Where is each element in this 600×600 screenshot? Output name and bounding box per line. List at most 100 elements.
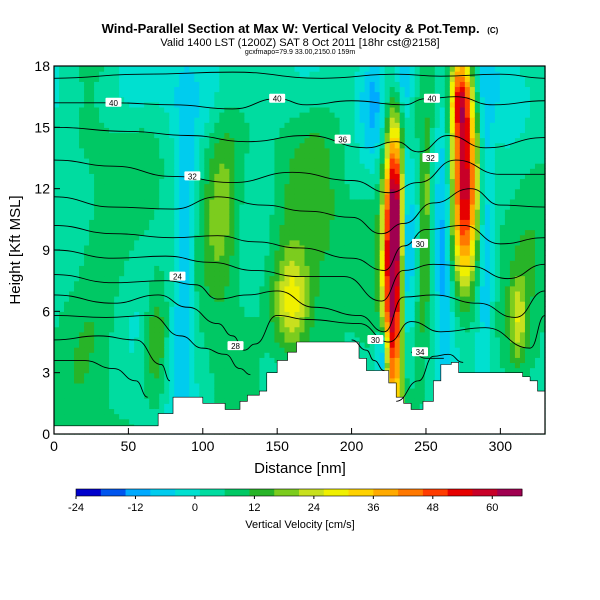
velocity-cell bbox=[304, 71, 311, 77]
velocity-cell bbox=[234, 86, 240, 93]
velocity-cell bbox=[159, 112, 165, 118]
velocity-cell bbox=[94, 301, 100, 307]
velocity-cell bbox=[284, 270, 291, 277]
velocity-cell bbox=[59, 275, 65, 282]
velocity-cell bbox=[174, 326, 180, 333]
velocity-cell bbox=[244, 224, 250, 231]
velocity-cell bbox=[184, 117, 190, 123]
velocity-cell bbox=[294, 336, 301, 343]
velocity-cell bbox=[174, 382, 180, 389]
velocity-cell bbox=[154, 244, 160, 251]
velocity-cell bbox=[74, 214, 80, 220]
velocity-cell bbox=[94, 234, 100, 241]
velocity-cell bbox=[334, 117, 341, 123]
velocity-cell bbox=[329, 178, 336, 185]
velocity-cell bbox=[339, 122, 346, 128]
velocity-cell bbox=[344, 209, 351, 215]
velocity-cell bbox=[159, 66, 165, 72]
velocity-cell bbox=[364, 209, 371, 215]
velocity-cell bbox=[364, 265, 371, 272]
velocity-cell bbox=[384, 173, 391, 180]
velocity-cell bbox=[294, 280, 301, 287]
velocity-cell bbox=[89, 142, 95, 149]
velocity-cell bbox=[269, 173, 276, 180]
velocity-cell bbox=[59, 321, 65, 328]
velocity-cell bbox=[109, 209, 115, 215]
velocity-cell bbox=[144, 413, 150, 420]
velocity-cell bbox=[104, 112, 110, 118]
velocity-cell bbox=[84, 224, 90, 231]
velocity-cell bbox=[69, 362, 75, 369]
velocity-cell bbox=[214, 280, 220, 287]
velocity-cell bbox=[159, 224, 165, 231]
velocity-cell bbox=[199, 260, 205, 266]
velocity-cell bbox=[284, 275, 291, 282]
velocity-cell bbox=[299, 234, 306, 241]
velocity-cell bbox=[359, 122, 366, 128]
velocity-cell bbox=[149, 168, 155, 174]
velocity-cell bbox=[79, 91, 85, 98]
velocity-cell bbox=[244, 244, 250, 251]
velocity-cell bbox=[344, 91, 351, 98]
velocity-cell bbox=[164, 168, 170, 174]
velocity-cell bbox=[384, 357, 391, 364]
velocity-cell bbox=[209, 306, 215, 312]
velocity-cell bbox=[234, 122, 240, 128]
velocity-cell bbox=[199, 106, 205, 113]
velocity-cell bbox=[374, 183, 381, 190]
velocity-cell bbox=[109, 418, 115, 425]
velocity-cell bbox=[119, 214, 125, 220]
velocity-cell bbox=[99, 260, 105, 266]
velocity-cell bbox=[364, 214, 371, 220]
velocity-cell bbox=[194, 331, 200, 338]
velocity-cell bbox=[249, 275, 256, 282]
velocity-cell bbox=[179, 388, 185, 394]
velocity-cell bbox=[224, 377, 230, 384]
velocity-cell bbox=[149, 377, 155, 384]
velocity-cell bbox=[119, 71, 125, 77]
velocity-cell bbox=[149, 96, 155, 103]
velocity-cell bbox=[379, 158, 386, 164]
velocity-cell bbox=[229, 158, 235, 164]
velocity-cell bbox=[319, 224, 326, 231]
velocity-cell bbox=[294, 101, 301, 108]
velocity-cell bbox=[364, 91, 371, 98]
velocity-cell bbox=[129, 280, 135, 287]
velocity-cell bbox=[229, 117, 235, 123]
velocity-cell bbox=[324, 117, 331, 123]
velocity-cell bbox=[189, 357, 195, 364]
velocity-cell bbox=[229, 127, 235, 134]
velocity-cell bbox=[239, 168, 245, 174]
velocity-cell bbox=[84, 372, 90, 379]
velocity-cell bbox=[54, 280, 60, 287]
velocity-cell bbox=[89, 91, 95, 98]
velocity-cell bbox=[84, 142, 90, 149]
velocity-cell bbox=[284, 336, 291, 343]
velocity-cell bbox=[364, 275, 371, 282]
velocity-cell bbox=[219, 265, 225, 272]
velocity-cell bbox=[384, 224, 391, 231]
velocity-cell bbox=[84, 285, 90, 292]
velocity-cell bbox=[324, 265, 331, 272]
velocity-cell bbox=[289, 250, 296, 256]
velocity-cell bbox=[389, 132, 396, 139]
velocity-cell bbox=[79, 301, 85, 307]
velocity-cell bbox=[269, 152, 276, 159]
velocity-cell bbox=[339, 112, 346, 118]
velocity-cell bbox=[299, 91, 306, 98]
velocity-cell bbox=[59, 66, 65, 72]
velocity-cell bbox=[164, 393, 170, 399]
velocity-cell bbox=[169, 388, 175, 394]
velocity-cell bbox=[119, 280, 125, 287]
velocity-cell bbox=[169, 66, 175, 72]
velocity-cell bbox=[149, 137, 155, 144]
velocity-cell bbox=[389, 265, 396, 272]
velocity-cell bbox=[169, 321, 175, 328]
velocity-cell bbox=[179, 250, 185, 256]
velocity-cell bbox=[74, 112, 80, 118]
velocity-cell bbox=[124, 183, 130, 190]
velocity-cell bbox=[79, 306, 85, 312]
velocity-cell bbox=[154, 290, 160, 297]
velocity-cell bbox=[159, 311, 165, 318]
velocity-cell bbox=[389, 352, 396, 358]
